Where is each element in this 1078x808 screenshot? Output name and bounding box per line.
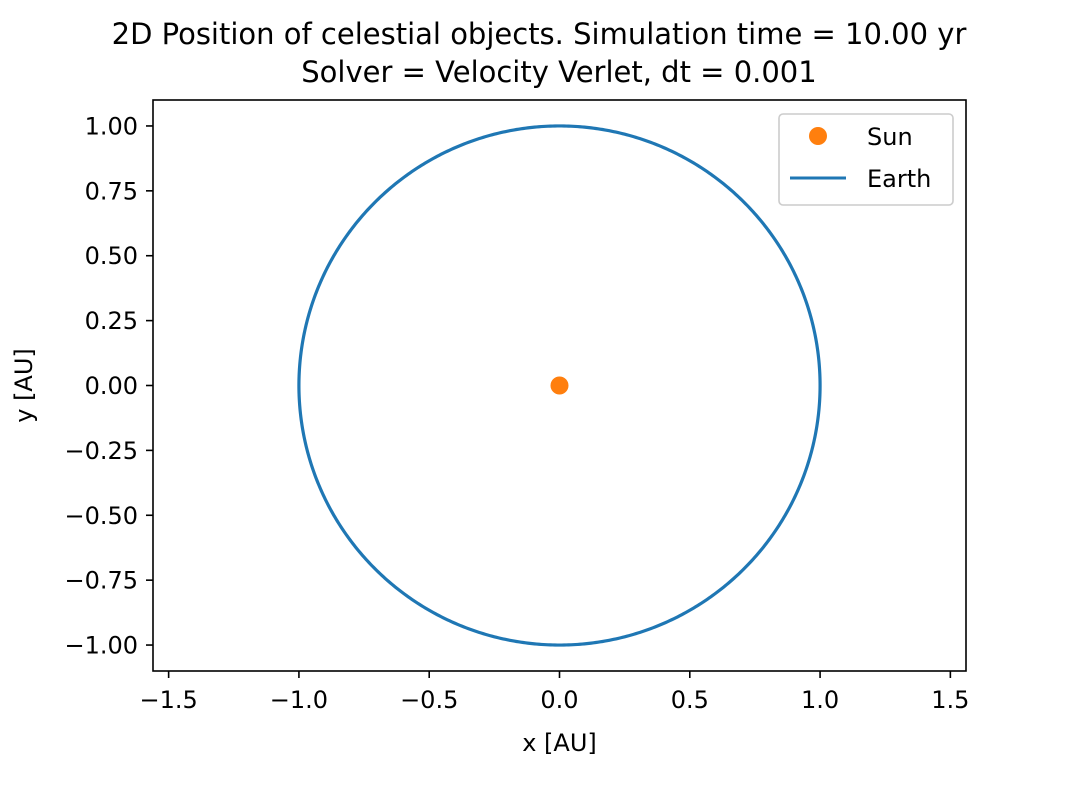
x-axis-label: x [AU] <box>522 729 597 757</box>
y-tick-label: −0.75 <box>64 567 138 595</box>
y-tick-label: −1.00 <box>64 632 138 660</box>
x-tick-label: 1.5 <box>931 686 969 714</box>
plot-frame <box>152 99 967 672</box>
x-axis-ticks: −1.5 −1.0 −0.5 0.0 0.5 1.0 1.5 <box>139 671 969 714</box>
y-tick-label: 0.00 <box>85 372 138 400</box>
y-tick-label: −0.25 <box>64 437 138 465</box>
y-tick-label: 0.50 <box>85 242 138 270</box>
legend-sun-marker <box>809 127 827 145</box>
y-tick-label: 1.00 <box>85 112 138 140</box>
legend-earth-label: Earth <box>867 165 931 193</box>
sun-point <box>550 376 569 395</box>
earth-orbit-line <box>297 124 822 647</box>
x-tick-label: 1.0 <box>801 686 839 714</box>
y-tick-label: 0.25 <box>85 307 138 335</box>
y-axis-ticks: 1.00 0.75 0.50 0.25 0.00 −0.25 −0.50 −0.75 −1.00 <box>64 112 153 660</box>
x-tick-label: −1.0 <box>270 686 328 714</box>
y-axis-label: y [AU] <box>10 348 38 423</box>
x-tick-label: −0.5 <box>400 686 458 714</box>
legend-sun-label: Sun <box>867 123 913 151</box>
chart-title-line-1: 2D Position of celestial objects. Simula… <box>112 17 967 51</box>
series-layer <box>297 124 822 647</box>
x-tick-label: −1.5 <box>139 686 197 714</box>
x-tick-label: 0.5 <box>671 686 709 714</box>
y-tick-label: 0.75 <box>85 177 138 205</box>
chart-title-line-2: Solver = Velocity Verlet, dt = 0.001 <box>301 55 816 89</box>
x-tick-label: 0.0 <box>540 686 578 714</box>
y-tick-label: −0.50 <box>64 502 138 530</box>
legend: Sun Earth <box>778 113 954 206</box>
